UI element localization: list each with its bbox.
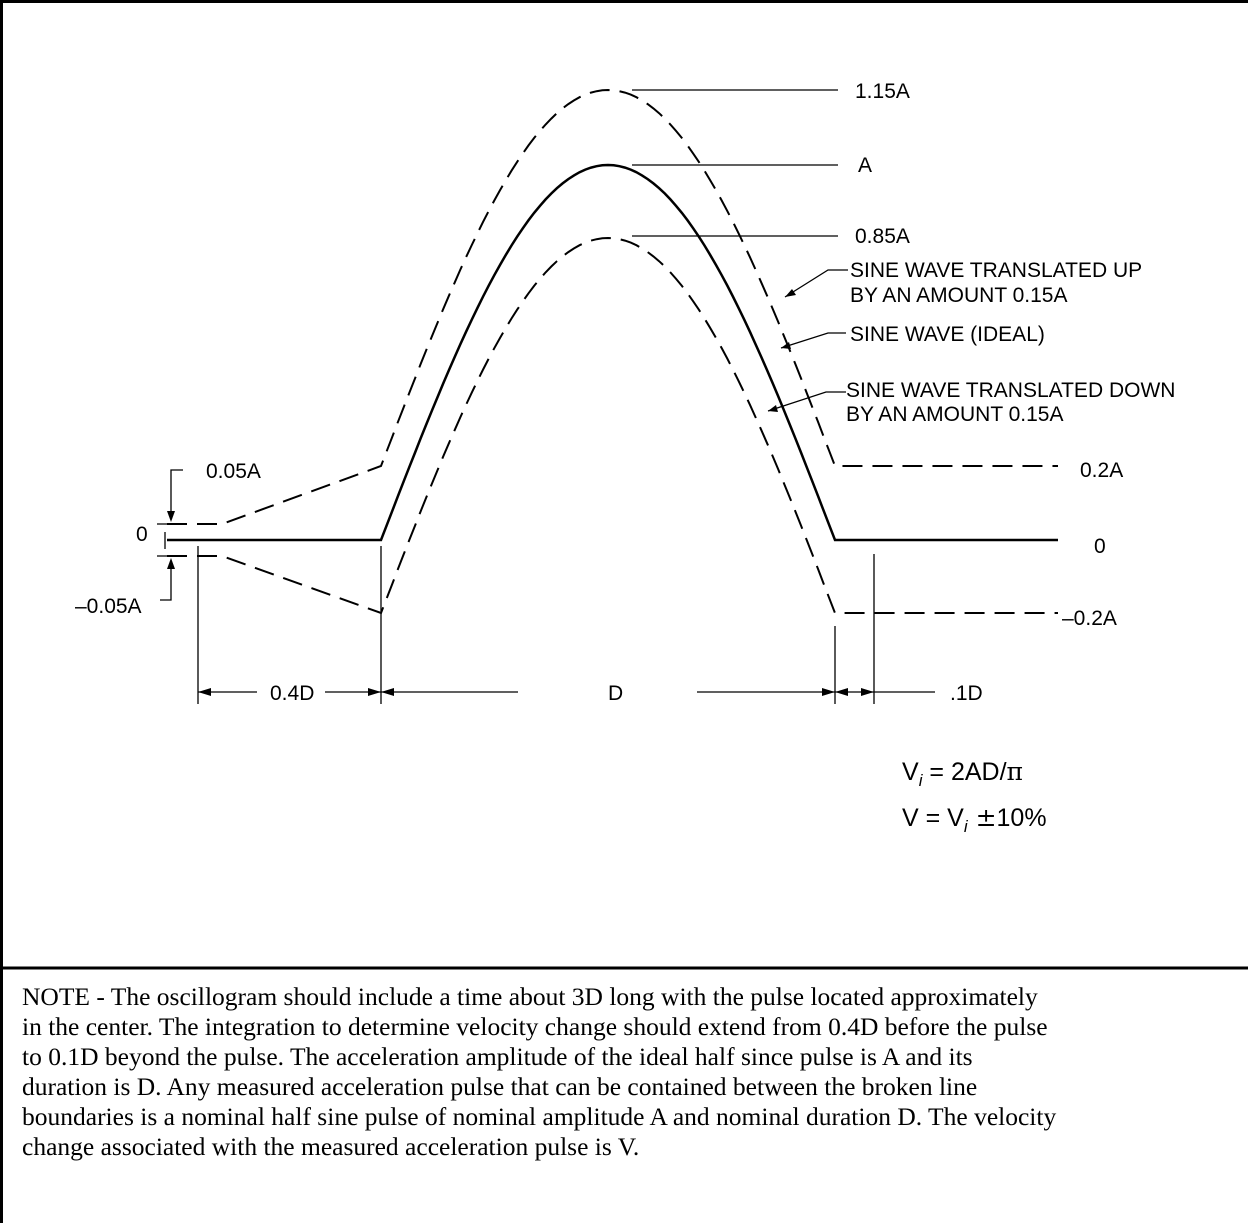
callout-leaders	[767, 269, 848, 412]
label-1-15a: 1.15A	[855, 80, 910, 103]
peak-leaders	[632, 89, 838, 237]
callout-arrowheads	[768, 289, 796, 412]
dim-d: D	[608, 682, 623, 705]
label-left-neg-0-05a: –0.05A	[75, 595, 142, 618]
label-left-0-05a: 0.05A	[206, 460, 261, 483]
note-line: boundaries is a nominal half sine pulse …	[22, 1102, 1057, 1131]
dim-0-1d: .1D	[950, 682, 983, 705]
note-line: NOTE - The oscillogram should include a …	[22, 982, 1038, 1011]
label-right-0-2a: 0.2A	[1080, 459, 1123, 482]
label-right-0: 0	[1094, 535, 1106, 558]
note-line: to 0.1D beyond the pulse. The accelerati…	[22, 1042, 973, 1071]
label-a: A	[858, 154, 872, 177]
dim-0-4d: 0.4D	[270, 682, 314, 705]
left-tolerance-marks	[157, 469, 183, 601]
note-line: in the center. The integration to determ…	[22, 1012, 1048, 1041]
lower-tolerance-curve	[167, 236, 1058, 615]
label-left-0: 0	[136, 523, 148, 546]
label-sine-down-line1: SINE WAVE TRANSLATED DOWN	[846, 379, 1175, 402]
label-sine-ideal: SINE WAVE (IDEAL)	[850, 323, 1045, 346]
left-tolerance-arrowheads	[167, 511, 175, 569]
formula-vi: Vi = 2AD/π	[902, 757, 1023, 790]
dimension-arrowheads	[198, 688, 874, 696]
note-line: change associated with the measured acce…	[22, 1132, 640, 1161]
label-0-85a: 0.85A	[855, 225, 910, 248]
upper-tolerance-curve	[167, 88, 1058, 525]
note-text: NOTE - The oscillogram should include a …	[22, 982, 1248, 1162]
formula-v: V = Vi ±10%	[902, 803, 1047, 836]
dimension-extension-lines	[197, 546, 875, 704]
label-sine-up-line1: SINE WAVE TRANSLATED UP	[850, 259, 1142, 282]
label-sine-down-line2: BY AN AMOUNT 0.15A	[846, 403, 1064, 426]
label-right-neg-0-2a: –0.2A	[1062, 607, 1117, 630]
note-line: duration is D. Any measured acceleration…	[22, 1072, 978, 1101]
ideal-sine-curve	[167, 163, 1058, 542]
label-sine-up-line2: BY AN AMOUNT 0.15A	[850, 284, 1068, 307]
